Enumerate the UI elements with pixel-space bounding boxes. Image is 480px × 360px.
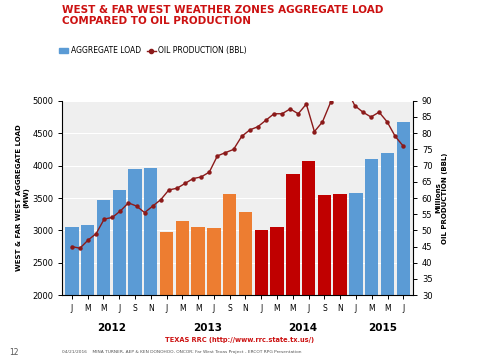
- Bar: [65, 226, 79, 360]
- Text: COMPARED TO OIL PRODUCTION: COMPARED TO OIL PRODUCTION: [62, 16, 252, 26]
- Bar: [365, 159, 378, 360]
- Bar: [207, 229, 221, 360]
- Bar: [254, 230, 268, 360]
- Bar: [239, 212, 252, 360]
- Bar: [302, 161, 315, 360]
- Text: TEXAS RRC (http://www.rrc.state.tx.us/): TEXAS RRC (http://www.rrc.state.tx.us/): [166, 337, 314, 343]
- Text: 2013: 2013: [193, 323, 222, 333]
- Text: 12: 12: [10, 348, 19, 356]
- Bar: [349, 193, 363, 360]
- Bar: [128, 169, 142, 360]
- Text: 2012: 2012: [97, 323, 126, 333]
- Bar: [318, 195, 331, 360]
- Bar: [97, 200, 110, 360]
- Bar: [270, 226, 284, 360]
- Bar: [144, 168, 157, 360]
- Text: WEST & FAR WEST WEATHER ZONES AGGREGATE LOAD: WEST & FAR WEST WEATHER ZONES AGGREGATE …: [62, 5, 384, 15]
- Bar: [112, 190, 126, 360]
- Bar: [81, 225, 95, 360]
- Text: 2014: 2014: [288, 323, 317, 333]
- Y-axis label: Millions
OIL PRODUCTION (BBL): Millions OIL PRODUCTION (BBL): [435, 152, 448, 244]
- Bar: [223, 194, 237, 360]
- Legend: AGGREGATE LOAD, OIL PRODUCTION (BBL): AGGREGATE LOAD, OIL PRODUCTION (BBL): [59, 46, 247, 55]
- Bar: [176, 221, 189, 360]
- Y-axis label: WEST & FAR WEST AGGREGATE LOAD
(MW): WEST & FAR WEST AGGREGATE LOAD (MW): [16, 125, 29, 271]
- Bar: [334, 194, 347, 360]
- Bar: [396, 122, 410, 360]
- Bar: [192, 227, 205, 360]
- Text: 04/21/2016    MINA TURNER, AEP & KEN DONOHOO, ONCOR; Far West Texas Project - ER: 04/21/2016 MINA TURNER, AEP & KEN DONOHO…: [62, 350, 302, 354]
- Bar: [160, 232, 173, 360]
- Text: 2015: 2015: [368, 323, 397, 333]
- Bar: [381, 153, 394, 360]
- Bar: [286, 174, 300, 360]
